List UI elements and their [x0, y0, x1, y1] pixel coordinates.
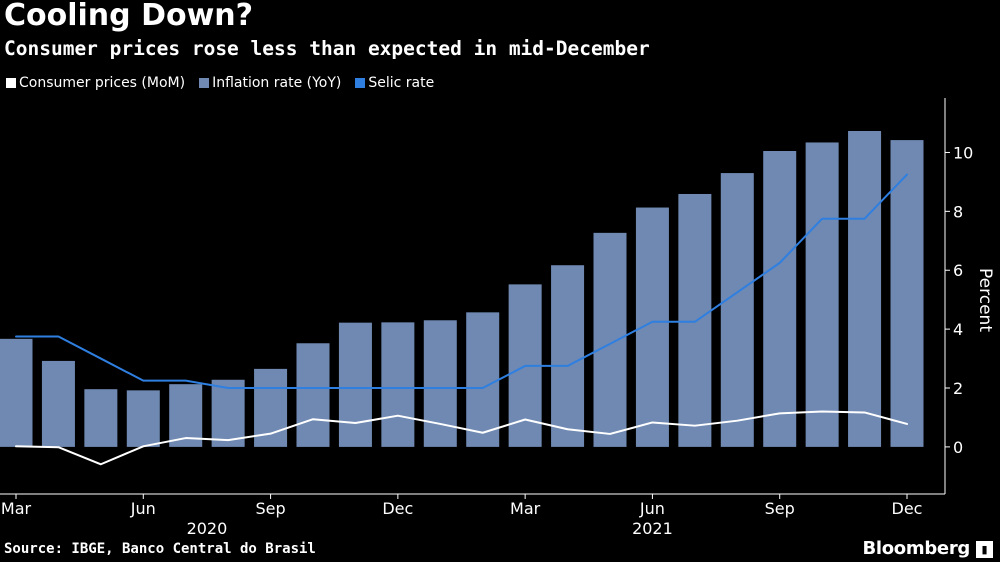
- bar-inflation-20: [848, 130, 882, 447]
- bar-inflation-9: [381, 322, 415, 447]
- chart-title: Cooling Down?: [4, 0, 254, 33]
- legend-item-inflation-rate: Inflation rate (YoY): [199, 75, 341, 91]
- y-tick-label-6: 6: [953, 261, 963, 280]
- legend-label-inflation-rate: Inflation rate (YoY): [212, 75, 342, 91]
- line-series-group: [15, 173, 908, 466]
- x-tick-label-15: Jun: [639, 499, 665, 518]
- axes: 0 2 4 6 8 10 Percent Mar Jun Sep Dec Mar Jun Sep Dec 20…: [0, 98, 995, 538]
- x-tick-label-0: Mar: [1, 499, 32, 518]
- line-consumer-prices: [15, 410, 908, 466]
- y-tick-label-0: 0: [953, 438, 963, 457]
- year-label-2021: 2021: [632, 519, 673, 538]
- legend-swatch-selic-rate: [355, 78, 366, 88]
- bar-inflation-18: [763, 151, 797, 447]
- legend-item-selic-rate: Selic rate: [355, 75, 434, 91]
- bar-inflation-21: [890, 140, 924, 447]
- y-tick-label-10: 10: [953, 143, 973, 162]
- bar-inflation-11: [466, 312, 500, 447]
- bar-inflation-17: [720, 173, 754, 447]
- legend-label-selic-rate: Selic rate: [368, 75, 435, 91]
- bar-inflation-4: [169, 384, 203, 447]
- legend-item-consumer-prices: Consumer prices (MoM): [6, 75, 185, 91]
- legend-swatch-inflation-rate: [199, 78, 210, 88]
- x-tick-label-3: Jun: [130, 499, 156, 518]
- bar-inflation-2: [84, 389, 118, 447]
- y-tick-label-4: 4: [953, 320, 963, 339]
- bar-inflation-0: [0, 338, 33, 447]
- x-tick-label-6: Sep: [255, 499, 285, 518]
- y-tick-label-8: 8: [953, 202, 963, 221]
- bar-inflation-3: [126, 390, 160, 447]
- bar-inflation-16: [678, 193, 712, 447]
- bar-inflation-5: [211, 379, 245, 447]
- x-tick-label-18: Sep: [765, 499, 795, 518]
- bar-inflation-14: [593, 232, 627, 447]
- x-tick-label-12: Mar: [510, 499, 541, 518]
- bar-inflation-13: [551, 265, 585, 447]
- bloomberg-mark-icon: ▮: [976, 541, 993, 558]
- legend: Consumer prices (MoM) Inflation rate (Yo…: [6, 75, 448, 91]
- bar-inflation-8: [338, 322, 372, 447]
- legend-label-consumer-prices: Consumer prices (MoM): [19, 75, 186, 91]
- y-axis-title: Percent: [975, 268, 995, 332]
- bar-inflation-1: [41, 360, 75, 447]
- line-selic-rate: [15, 173, 908, 390]
- bar-inflation-10: [423, 320, 457, 447]
- y-tick-label-2: 2: [953, 379, 963, 398]
- chart-subtitle: Consumer prices rose less than expected …: [4, 37, 650, 60]
- year-label-2020: 2020: [187, 519, 228, 538]
- x-tick-label-9: Dec: [382, 499, 413, 518]
- bloomberg-logo: Bloomberg: [862, 538, 970, 559]
- source-note: Source: IBGE, Banco Central do Brasil: [4, 541, 316, 557]
- bar-inflation-19: [805, 142, 839, 447]
- x-tick-label-21: Dec: [892, 499, 923, 518]
- bar-inflation-7: [296, 343, 330, 447]
- bar-series-inflation-rate: [0, 130, 924, 447]
- legend-swatch-consumer-prices: [6, 78, 16, 88]
